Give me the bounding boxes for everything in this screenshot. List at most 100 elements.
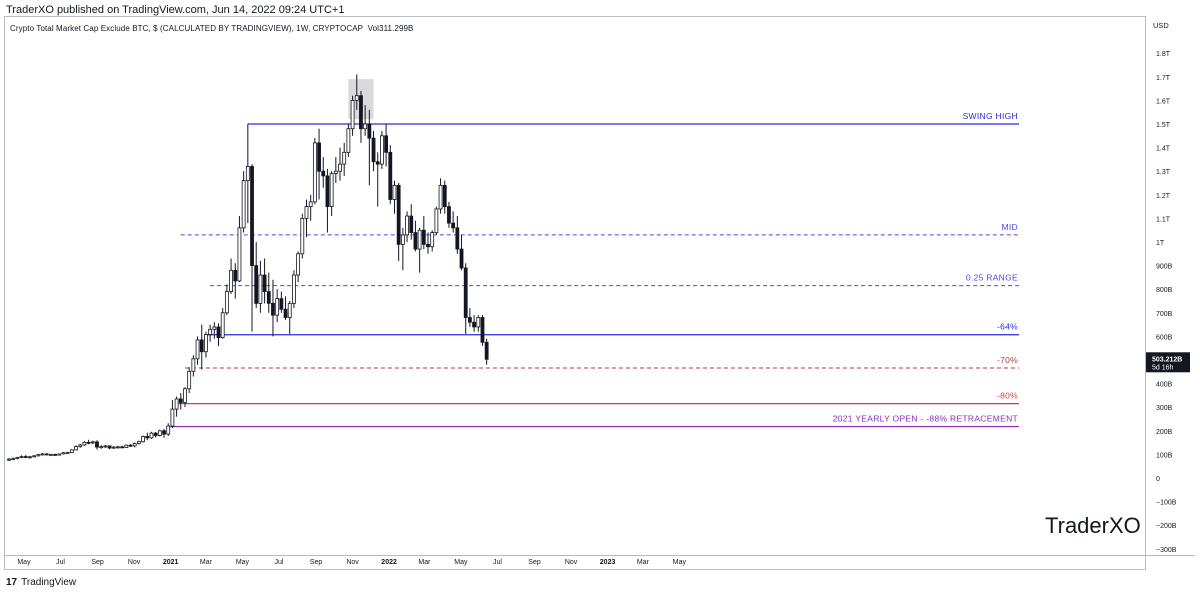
candle-up: [275, 298, 280, 316]
candle-up: [300, 217, 305, 255]
footer: 17 TradingView: [6, 577, 76, 588]
level-label: 2021 YEARLY OPEN - -88% RETRACEMENT: [833, 414, 1018, 424]
candle-down: [413, 232, 418, 250]
candle-up: [354, 95, 359, 101]
candle-up: [32, 455, 37, 458]
candle-up: [292, 274, 296, 304]
candle-down: [321, 170, 326, 177]
candle-down: [153, 432, 158, 436]
candle-down: [375, 161, 380, 165]
candle-up: [149, 432, 154, 439]
y-tick-label: 1.5T: [1156, 122, 1171, 129]
y-tick-label: 1.3T: [1156, 169, 1171, 176]
candle-up: [338, 163, 342, 172]
candle-up: [170, 408, 175, 427]
candle-down: [250, 166, 254, 266]
candle-down: [396, 184, 401, 245]
candle-up: [350, 100, 355, 130]
candle-down: [409, 215, 414, 233]
candle-up: [99, 446, 104, 449]
candle-down: [23, 456, 28, 458]
x-tick-label: Jul: [274, 559, 283, 566]
candle-down: [128, 444, 133, 447]
candle-up: [11, 458, 16, 461]
price-axis[interactable]: [1145, 16, 1196, 568]
watermark: TraderXO: [1045, 513, 1141, 538]
volume-value: 311.299B: [379, 24, 414, 33]
candle-up: [304, 206, 309, 219]
candle-up: [132, 443, 137, 447]
candle-up: [245, 166, 250, 182]
candle-up: [380, 135, 384, 165]
candle-up: [57, 453, 62, 456]
candle-down: [484, 341, 489, 360]
x-tick-label: 2022: [381, 559, 397, 566]
candle-up: [7, 458, 11, 461]
time-axis-separator: [4, 555, 1195, 556]
y-tick-label: 100B: [1156, 452, 1173, 459]
y-tick-label: 1.1T: [1156, 216, 1171, 223]
candle-down: [426, 243, 430, 248]
candle-up: [208, 328, 213, 335]
last-price-countdown: 5d 16h: [1152, 364, 1174, 371]
candle-up: [287, 302, 292, 318]
candle-up: [476, 317, 481, 328]
candle-down: [388, 151, 393, 200]
candle-down: [325, 175, 330, 207]
candle-up: [392, 184, 397, 200]
candle-down: [262, 274, 267, 292]
candle-down: [266, 291, 271, 304]
y-tick-label: 900B: [1156, 264, 1173, 271]
candle-up: [220, 312, 225, 338]
candle-up: [329, 173, 334, 207]
candle-down: [480, 317, 485, 343]
level-label: MID: [1002, 222, 1018, 232]
candle-down: [359, 95, 363, 130]
x-tick-label: 2021: [163, 559, 179, 566]
tradingview-brand[interactable]: TradingView: [21, 577, 77, 588]
candle-up: [36, 454, 41, 457]
candle-down: [467, 317, 472, 323]
candle-up: [434, 208, 439, 233]
candle-up: [333, 170, 338, 174]
candle-down: [145, 436, 150, 439]
y-tick-label: 200B: [1156, 429, 1173, 436]
y-tick-label: 1.4T: [1156, 146, 1171, 153]
candle-up: [363, 123, 368, 130]
candle-up: [312, 142, 317, 203]
symbol-title: Crypto Total Market Cap Exclude BTC, $ (…: [10, 24, 363, 33]
candle-down: [178, 398, 183, 403]
x-tick-label: May: [454, 559, 468, 566]
y-tick-label: 0: [1156, 476, 1160, 483]
candle-down: [463, 267, 468, 318]
y-tick-label: 1T: [1156, 240, 1165, 247]
level-label: SWING HIGH: [963, 111, 1018, 121]
x-tick-label: Nov: [346, 559, 359, 566]
level-label: 0.25 RANGE: [966, 273, 1018, 283]
candle-down: [216, 326, 221, 338]
y-tick-label: 600B: [1156, 334, 1173, 341]
candle-down: [95, 441, 99, 448]
x-tick-label: Mar: [418, 559, 431, 566]
y-tick-label: 1.6T: [1156, 98, 1171, 105]
candle-down: [283, 308, 288, 318]
candle-down: [53, 453, 57, 456]
publish-info: TraderXO published on TradingView.com, J…: [6, 4, 345, 16]
y-tick-label: −300B: [1156, 547, 1177, 554]
x-tick-label: Sep: [528, 559, 541, 566]
candle-up: [183, 388, 187, 403]
tradingview-logo-icon: 17: [6, 577, 18, 588]
y-tick-label: −200B: [1156, 523, 1177, 530]
candle-up: [166, 425, 171, 435]
candle-up: [69, 449, 74, 453]
candle-up: [15, 457, 20, 460]
candle-up: [40, 453, 45, 456]
candle-down: [459, 248, 464, 269]
x-tick-label: May: [17, 559, 31, 566]
candle-up: [296, 253, 301, 276]
candle-up: [19, 456, 24, 458]
candle-down: [447, 206, 451, 224]
candle-up: [258, 274, 263, 304]
candle-up: [157, 430, 162, 436]
